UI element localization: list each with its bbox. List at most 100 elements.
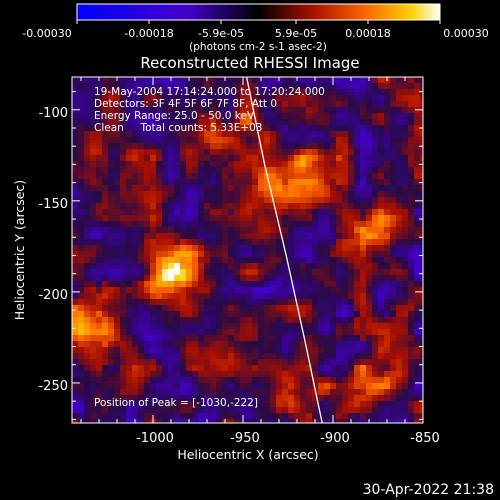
heatmap-cell: [282, 227, 289, 234]
heatmap-cell: [90, 101, 97, 108]
heatmap-cell: [162, 89, 169, 96]
heatmap-cell: [396, 203, 403, 210]
heatmap-cell: [210, 293, 217, 300]
heatmap-cell: [234, 335, 241, 342]
heatmap-cell: [420, 77, 423, 84]
heatmap-cell: [342, 245, 349, 252]
heatmap-cell: [108, 407, 115, 414]
heatmap-cell: [348, 263, 355, 270]
heatmap-cell: [396, 143, 403, 150]
heatmap-cell: [90, 143, 97, 150]
heatmap-cell: [414, 299, 421, 306]
heatmap-cell: [246, 389, 253, 396]
heatmap-cell: [198, 353, 205, 360]
heatmap-cell: [120, 275, 127, 282]
heatmap-cell: [330, 305, 337, 312]
heatmap-cell: [234, 215, 241, 222]
heatmap-cell: [282, 101, 289, 108]
heatmap-cell: [126, 125, 133, 132]
heatmap-cell: [138, 191, 145, 198]
heatmap-cell: [258, 119, 265, 126]
heatmap-cell: [240, 263, 247, 270]
heatmap-cell: [168, 185, 175, 192]
heatmap-cell: [396, 155, 403, 162]
heatmap-cell: [96, 251, 103, 258]
heatmap-cell: [300, 263, 307, 270]
heatmap-cell: [204, 185, 211, 192]
heatmap-cell: [252, 167, 259, 174]
heatmap-cell: [318, 107, 325, 114]
heatmap-cell: [264, 371, 271, 378]
heatmap-cell: [102, 323, 109, 330]
heatmap-cell: [90, 227, 97, 234]
heatmap-cell: [276, 275, 283, 282]
heatmap-cell: [204, 197, 211, 204]
heatmap-cell: [126, 269, 133, 276]
heatmap-cell: [168, 395, 175, 402]
heatmap-cell: [96, 149, 103, 156]
heatmap-cell: [354, 107, 361, 114]
heatmap-cell: [252, 257, 259, 264]
heatmap-cell: [342, 341, 349, 348]
heatmap-cell: [312, 227, 319, 234]
heatmap-cell: [252, 245, 259, 252]
heatmap-cell: [102, 173, 109, 180]
heatmap-cell: [240, 83, 247, 90]
heatmap-cell: [318, 365, 325, 372]
heatmap-cell: [156, 287, 163, 294]
heatmap-cell: [336, 191, 343, 198]
heatmap-cell: [408, 125, 415, 132]
heatmap-cell: [150, 239, 157, 246]
heatmap-cell: [138, 377, 145, 384]
heatmap-cell: [240, 323, 247, 330]
heatmap-cell: [270, 269, 277, 276]
heatmap-cell: [120, 317, 127, 324]
heatmap-cell: [96, 413, 103, 420]
heatmap-cell: [360, 269, 367, 276]
heatmap-cell: [144, 179, 151, 186]
heatmap-cell: [210, 131, 217, 138]
heatmap-cell: [138, 359, 145, 366]
heatmap-cell: [396, 227, 403, 234]
heatmap-cell: [372, 395, 379, 402]
heatmap-cell: [312, 347, 319, 354]
heatmap-cell: [120, 395, 127, 402]
heatmap-cell: [102, 395, 109, 402]
heatmap-cell: [330, 275, 337, 282]
heatmap-cell: [156, 143, 163, 150]
heatmap-cell: [186, 281, 193, 288]
heatmap-cell: [408, 179, 415, 186]
heatmap-cell: [78, 281, 85, 288]
heatmap-cell: [102, 377, 109, 384]
heatmap-cell: [342, 101, 349, 108]
heatmap-cell: [348, 107, 355, 114]
heatmap-cell: [102, 347, 109, 354]
heatmap-cell: [276, 293, 283, 300]
heatmap-cell: [270, 209, 277, 216]
heatmap-cell: [180, 161, 187, 168]
heatmap-cell: [108, 233, 115, 240]
heatmap-cell: [72, 167, 79, 174]
heatmap-cell: [234, 371, 241, 378]
heatmap-cell: [390, 149, 397, 156]
heatmap-cell: [108, 383, 115, 390]
heatmap-cell: [276, 191, 283, 198]
heatmap-cell: [396, 407, 403, 414]
heatmap-cell: [216, 263, 223, 270]
heatmap-cell: [144, 119, 151, 126]
heatmap-cell: [330, 197, 337, 204]
heatmap-cell: [330, 329, 337, 336]
heatmap-cell: [390, 419, 397, 423]
heatmap-cell: [78, 203, 85, 210]
heatmap-cell: [402, 311, 409, 318]
heatmap-cell: [120, 377, 127, 384]
heatmap-cell: [294, 101, 301, 108]
heatmap-cell: [192, 113, 199, 120]
heatmap-cell: [102, 131, 109, 138]
heatmap-cell: [144, 131, 151, 138]
heatmap-cell: [90, 179, 97, 186]
heatmap-cell: [270, 293, 277, 300]
heatmap-cell: [192, 233, 199, 240]
heatmap-cell: [78, 377, 85, 384]
